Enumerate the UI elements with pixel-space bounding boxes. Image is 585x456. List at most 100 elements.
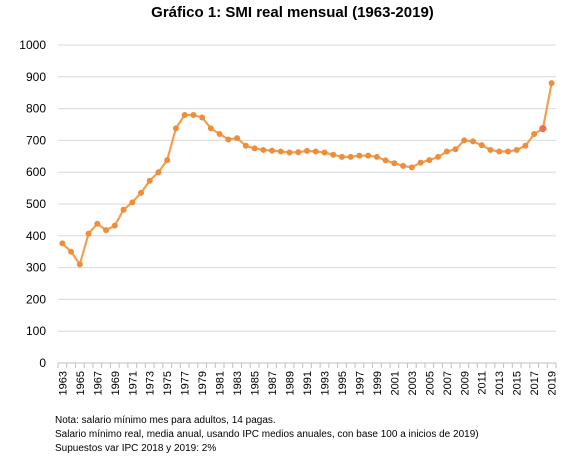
data-point: [321, 149, 328, 156]
x-tick-label: 2007: [442, 371, 454, 395]
y-tick-label: 1000: [19, 38, 46, 52]
data-point: [225, 136, 232, 143]
data-point: [207, 125, 214, 132]
y-tick-label: 700: [26, 133, 46, 147]
series-line: [61, 82, 553, 266]
x-tick-label: 2011: [477, 371, 489, 395]
chart-title: Gráfico 1: SMI real mensual (1963-2019): [151, 4, 434, 21]
y-tick-label: 600: [26, 165, 46, 179]
data-point: [129, 199, 136, 206]
data-point: [85, 230, 92, 237]
x-tick-label: 2003: [407, 371, 419, 395]
x-tick-label: 1965: [75, 371, 87, 395]
data-point: [286, 149, 293, 156]
data-point: [242, 142, 249, 149]
data-point: [487, 146, 494, 153]
x-tick-label: 2005: [424, 371, 436, 395]
y-tick-label: 0: [39, 356, 46, 370]
data-point: [400, 162, 407, 169]
data-point: [522, 142, 529, 149]
x-tick-label: 1981: [215, 371, 227, 395]
data-point: [461, 137, 468, 144]
data-point: [146, 177, 153, 184]
x-tick-label: 2017: [529, 371, 541, 395]
x-tick-label: 1991: [302, 371, 314, 395]
x-tick-label: 1987: [267, 371, 279, 395]
data-point: [59, 240, 66, 247]
data-point: [138, 189, 144, 196]
data-point: [181, 111, 188, 118]
data-point: [513, 146, 520, 153]
data-point: [443, 148, 450, 155]
data-point: [382, 157, 389, 164]
note-line: Supuestos var IPC 2018 y 2019: 2%: [55, 443, 217, 454]
x-tick-label: 2015: [512, 371, 524, 395]
data-point: [531, 131, 538, 138]
x-tick-label: 1977: [180, 371, 192, 395]
y-tick-label: 800: [26, 102, 46, 116]
x-tick-label: 1967: [92, 371, 104, 395]
data-point: [277, 148, 284, 155]
y-tick-label: 200: [26, 292, 46, 306]
data-point: [164, 157, 171, 164]
y-tick-label: 900: [26, 70, 46, 84]
data-point: [269, 147, 276, 154]
note-line: Salario mínimo real, media anual, usando…: [55, 429, 479, 440]
data-point: [312, 148, 319, 155]
y-tick-label: 100: [26, 324, 46, 338]
data-point: [172, 125, 179, 132]
data-point: [426, 157, 433, 164]
x-tick-label: 1975: [162, 371, 174, 395]
data-point: [408, 164, 415, 171]
data-point: [155, 169, 162, 176]
data-point: [452, 146, 459, 153]
data-point: [417, 159, 424, 166]
data-point: [504, 148, 511, 155]
x-tick-label: 2013: [494, 371, 506, 395]
data-point: [190, 111, 197, 118]
data-point: [234, 135, 241, 142]
x-tick-label: 1993: [319, 371, 331, 395]
data-point: [356, 152, 363, 159]
chart-notes: Nota: salario mínimo mes para adultos, 1…: [55, 414, 479, 456]
data-point: [260, 146, 267, 153]
data-point: [470, 138, 476, 145]
data-point: [330, 151, 337, 158]
data-point: [478, 142, 485, 149]
data-point: [365, 152, 372, 159]
x-tick-label: 1989: [285, 371, 297, 395]
data-point: [216, 131, 223, 138]
data-point: [304, 147, 310, 154]
data-point: [548, 80, 555, 87]
x-tick-label: 1995: [337, 371, 349, 395]
y-tick-label: 500: [26, 197, 46, 211]
data-point: [103, 227, 110, 234]
note-line: Nota: salario mínimo mes para adultos, 1…: [55, 415, 276, 426]
data-point: [496, 148, 503, 155]
x-tick-label: 1979: [197, 371, 209, 395]
chart-plot: 0 100 200 300 400 500 600 700 800 900 1000 1963 1965…: [19, 38, 559, 395]
highlight-point: [539, 125, 547, 133]
x-tick-label: 2001: [389, 371, 401, 395]
data-point: [76, 261, 83, 268]
data-point: [338, 153, 345, 160]
data-point: [391, 160, 398, 167]
y-tick-label: 400: [26, 229, 46, 243]
x-tick-label: 1985: [250, 371, 262, 395]
data-point: [199, 114, 206, 121]
data-point: [111, 222, 118, 229]
data-point: [68, 248, 75, 255]
data-point: [94, 220, 101, 227]
x-tick-label: 1969: [110, 371, 122, 395]
x-tick-label: 1971: [127, 371, 139, 395]
x-tick-label: 2019: [547, 371, 559, 395]
data-point: [373, 153, 380, 160]
x-tick-label: 1983: [232, 371, 244, 395]
x-tick-label: 1973: [145, 371, 157, 395]
data-point: [251, 145, 258, 152]
data-point: [347, 153, 354, 160]
y-tick-label: 300: [26, 261, 46, 275]
x-tick-label: 1963: [57, 371, 69, 395]
data-point: [120, 206, 127, 213]
x-tick-label: 2009: [459, 371, 471, 395]
